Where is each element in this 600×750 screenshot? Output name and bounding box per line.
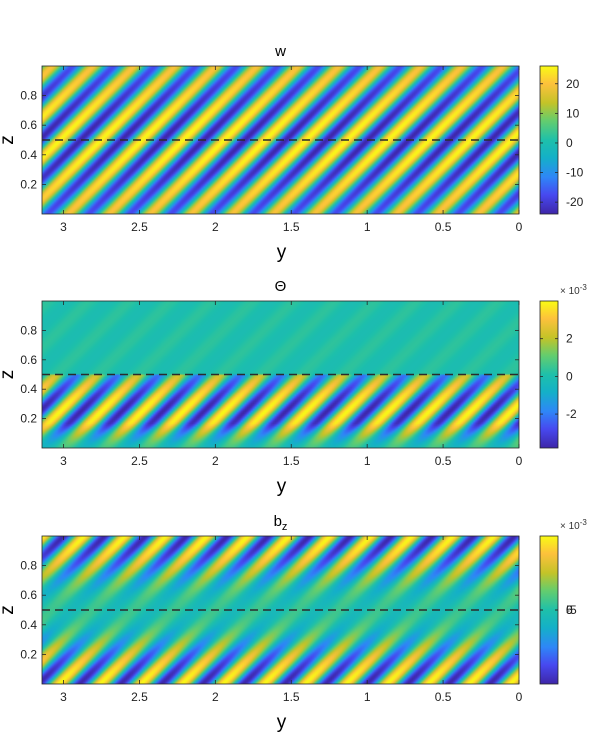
x-tick-label: 0.5 bbox=[435, 454, 452, 468]
colorbar-tick-label: 5 bbox=[566, 603, 573, 617]
y-tick-label: 0.8 bbox=[20, 323, 37, 337]
x-tick-label: 2.5 bbox=[131, 690, 148, 704]
x-tick-label: 0 bbox=[516, 454, 523, 468]
y-axis-label: z bbox=[0, 605, 18, 615]
panel-title: bz bbox=[274, 513, 288, 533]
x-tick-label: 2.5 bbox=[131, 454, 148, 468]
x-tick-label: 1 bbox=[364, 220, 371, 234]
heatmap-panel: Θ 3 2.5 2 1.5 1 0.5 0 0.2 0.4 0.6 0.8 y z 2 0 -2 × 10-3 bbox=[0, 278, 587, 497]
colorbar bbox=[539, 300, 559, 449]
panel-title: w bbox=[274, 43, 286, 60]
y-tick-label: 0.8 bbox=[20, 559, 37, 573]
x-axis-label: y bbox=[277, 476, 287, 497]
y-tick-label: 0.4 bbox=[20, 148, 37, 162]
x-tick-label: 3 bbox=[60, 454, 67, 468]
colorbar-tick-label: 0 bbox=[566, 136, 573, 150]
x-tick-label: 2 bbox=[212, 690, 219, 704]
x-tick-label: 1.5 bbox=[283, 454, 300, 468]
x-tick-label: 1 bbox=[364, 454, 371, 468]
colorbar-scale-label: × 10-3 bbox=[560, 518, 587, 532]
y-tick-label: 0.6 bbox=[20, 118, 37, 132]
y-tick-label: 0.2 bbox=[20, 412, 37, 426]
colorbar-tick-label: 20 bbox=[566, 77, 580, 91]
x-tick-label: 0.5 bbox=[435, 220, 452, 234]
y-axis-label: z bbox=[0, 135, 18, 145]
panel-title: Θ bbox=[275, 278, 287, 295]
x-tick-label: 1 bbox=[364, 690, 371, 704]
colorbar-tick-label: -20 bbox=[566, 195, 584, 209]
y-tick-label: 0.6 bbox=[20, 588, 37, 602]
x-tick-label: 2 bbox=[212, 454, 219, 468]
colorbar-tick-label: -5 bbox=[566, 603, 577, 617]
y-tick-label: 0.6 bbox=[20, 353, 37, 367]
x-tick-label: 0 bbox=[516, 690, 523, 704]
colorbar-tick-label: 2 bbox=[566, 332, 573, 346]
y-axis-label: z bbox=[0, 370, 18, 380]
x-tick-label: 3 bbox=[60, 220, 67, 234]
y-tick-label: 0.2 bbox=[20, 177, 37, 191]
x-tick-label: 2 bbox=[212, 220, 219, 234]
x-tick-label: 1.5 bbox=[283, 220, 300, 234]
x-tick-label: 3 bbox=[60, 690, 67, 704]
colorbar-tick-label: -10 bbox=[566, 166, 584, 180]
y-tick-label: 0.4 bbox=[20, 618, 37, 632]
x-axis-label: y bbox=[277, 242, 287, 263]
y-tick-label: 0.8 bbox=[20, 89, 37, 103]
colorbar-tick-label: -2 bbox=[566, 407, 577, 421]
y-tick-label: 0.4 bbox=[20, 382, 37, 396]
x-tick-label: 1.5 bbox=[283, 690, 300, 704]
heatmap-panel: w 3 2.5 2 1.5 1 0.5 0 0.2 0.4 0.6 0.8 y z 20 10 0 -10 -20 bbox=[0, 43, 584, 263]
x-tick-label: 2.5 bbox=[131, 220, 148, 234]
colorbar-tick-label: 10 bbox=[566, 106, 580, 120]
x-tick-label: 0.5 bbox=[435, 690, 452, 704]
colorbar bbox=[539, 65, 559, 215]
x-axis-label: y bbox=[277, 712, 287, 733]
colorbar-tick-label: 0 bbox=[566, 603, 573, 617]
colorbar-tick-label: 0 bbox=[566, 369, 573, 383]
colorbar-scale-label: × 10-3 bbox=[560, 283, 587, 297]
y-tick-label: 0.2 bbox=[20, 647, 37, 661]
x-tick-label: 0 bbox=[516, 220, 523, 234]
